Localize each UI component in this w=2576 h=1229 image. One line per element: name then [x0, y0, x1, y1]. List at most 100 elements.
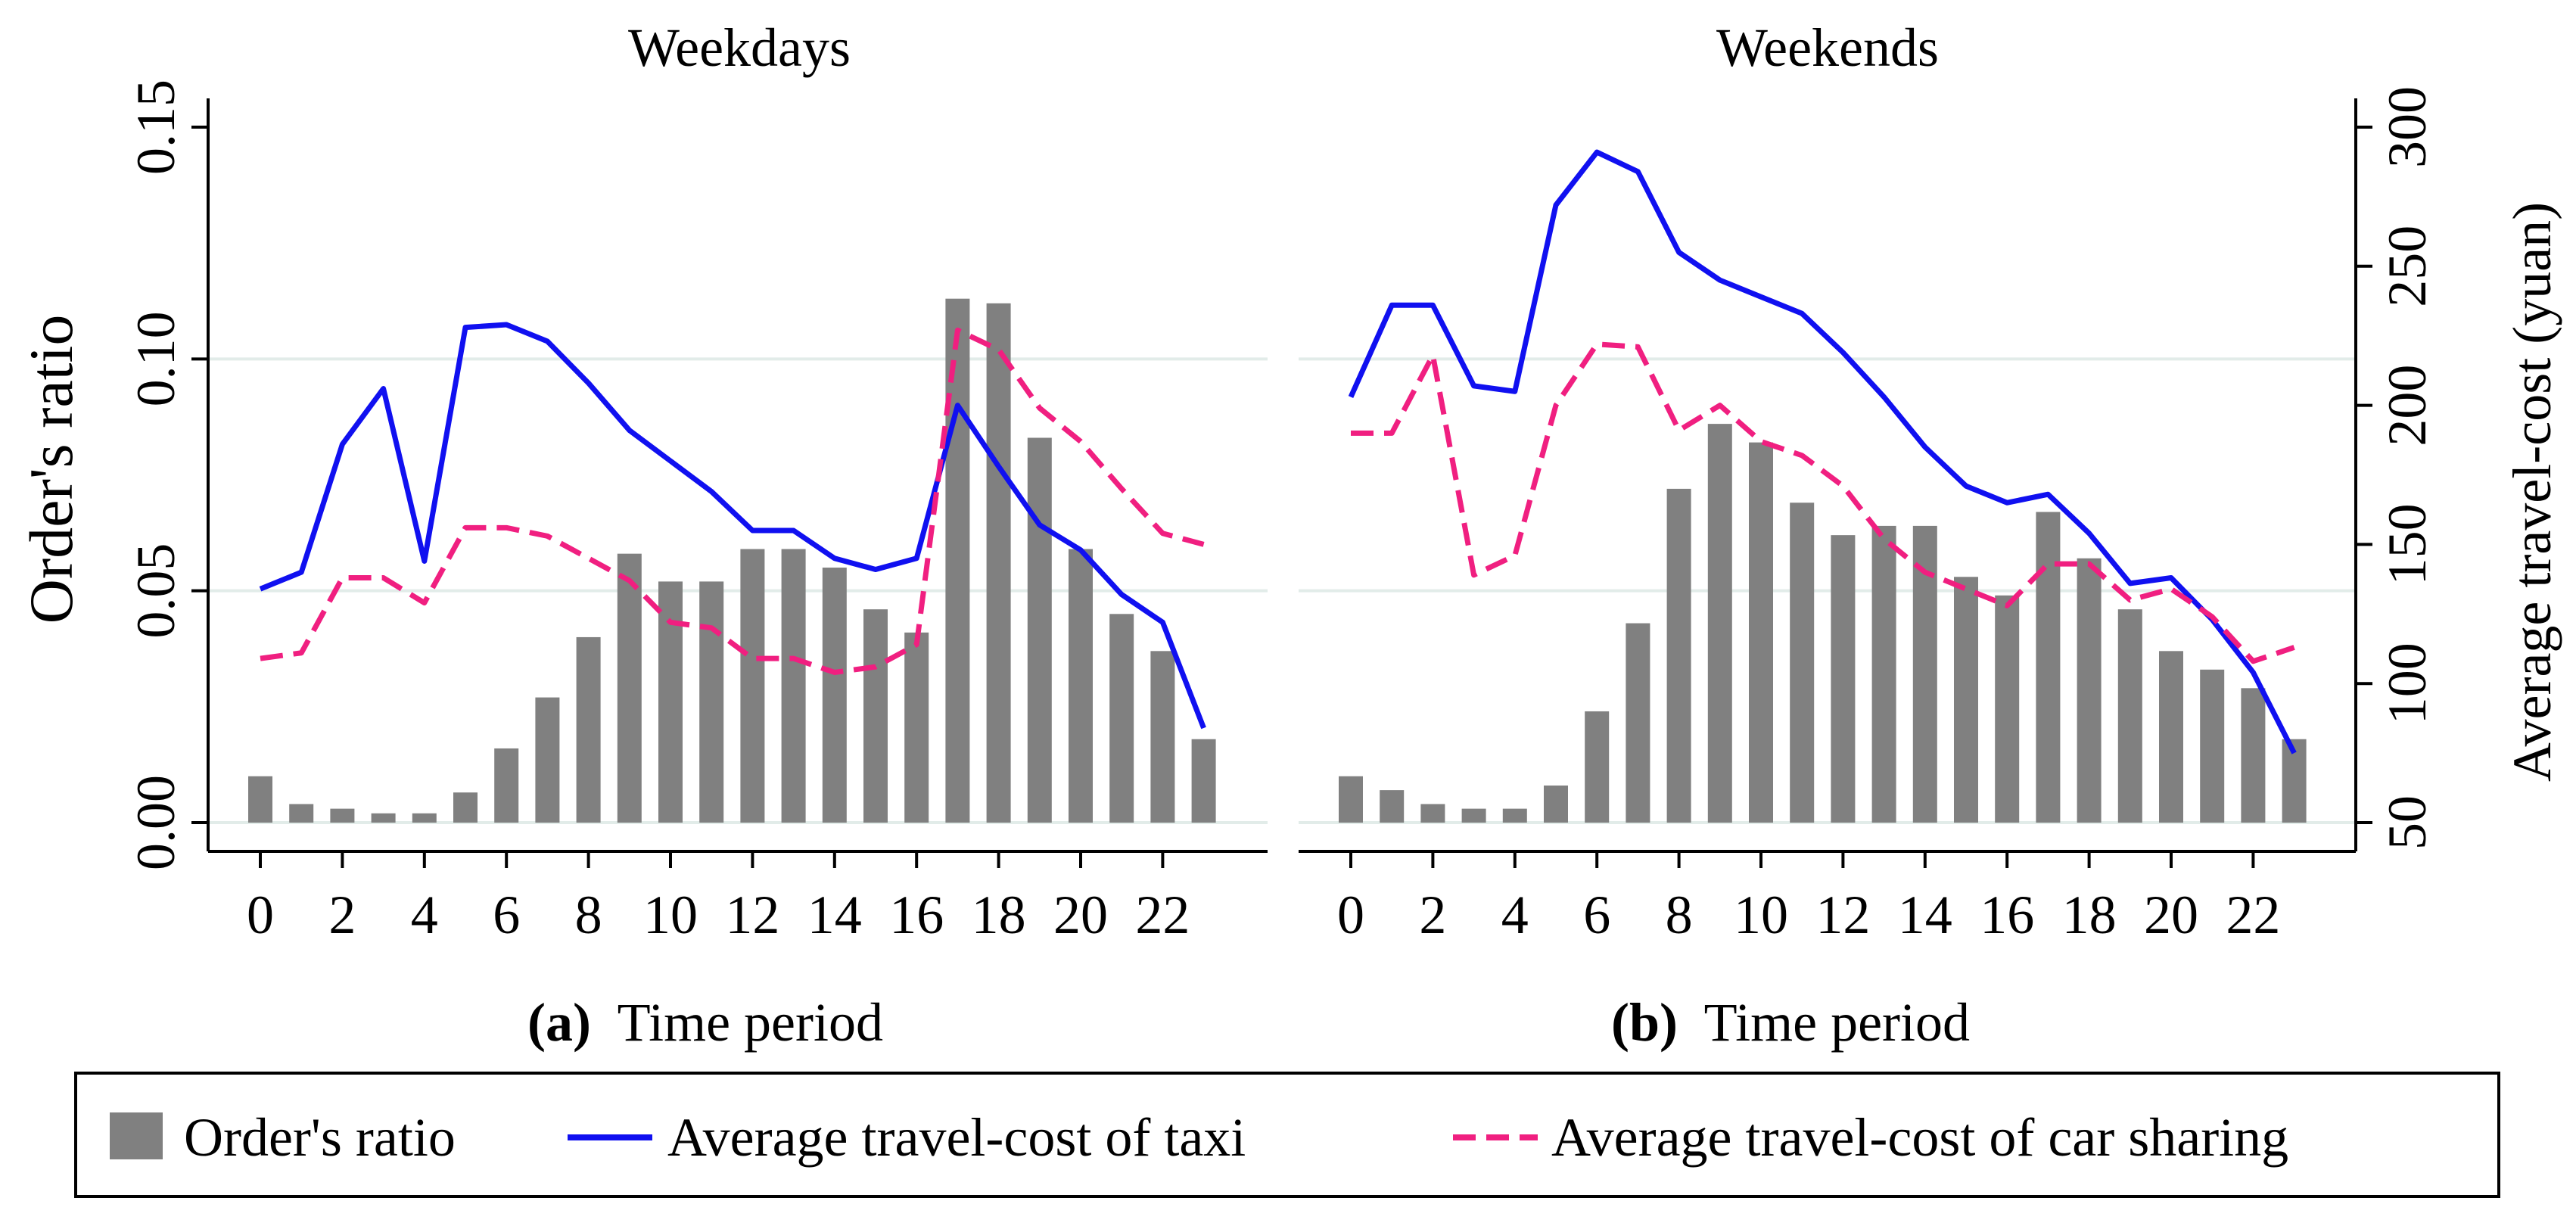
bar-2 [330, 808, 355, 823]
x-tick-label-0: 0 [1337, 885, 1364, 945]
series-line-carshare [1351, 341, 2295, 664]
x-tick-label-4: 4 [411, 885, 438, 945]
bar-17 [945, 298, 970, 823]
panel-weekends: 0 2 4 6 8 10 12 14 16 18 20 22 50 100 150 200 250 300 Wee… [1299, 17, 2562, 1053]
bar-19 [1027, 437, 1052, 823]
x-tick-label-22: 22 [1135, 885, 1190, 945]
bar-3 [1461, 808, 1486, 823]
grid-lines-weekends [1299, 357, 2356, 824]
bar-17 [2036, 512, 2061, 823]
y-axis-label-left: Order's ratio [17, 315, 86, 624]
x-axis-label-weekends: (b) Time period [1611, 992, 1970, 1053]
bar-2 [1420, 804, 1445, 823]
x-tick-label-12: 12 [1815, 885, 1870, 945]
legend-label-carshare: Average travel-cost of car sharing [1551, 1107, 2288, 1168]
bar-8 [576, 636, 601, 823]
lines-weekdays [259, 322, 1206, 730]
bar-20 [1069, 549, 1093, 823]
y-tick-label-0.05: 0.05 [126, 543, 186, 639]
series-line-taxi [1348, 149, 2297, 755]
bar-18 [2077, 558, 2102, 823]
bar-10 [658, 581, 683, 823]
bar-11 [699, 581, 724, 823]
bar-4 [1502, 808, 1527, 823]
legend-box [74, 1072, 2500, 1198]
bar-13 [1871, 525, 1896, 823]
bar-21 [1109, 614, 1134, 823]
bars-weekdays [248, 298, 1216, 823]
x-tick-label-12: 12 [725, 885, 779, 945]
bar-5 [1544, 785, 1568, 823]
x-tick-label-14: 14 [1898, 885, 1952, 945]
x-tick-label-8: 8 [575, 885, 602, 945]
bar-14 [822, 568, 847, 823]
bar-6 [494, 748, 519, 823]
x-tick-label-6: 6 [493, 885, 520, 945]
grid-lines-weekdays [208, 357, 1268, 824]
bar-13 [781, 549, 806, 823]
axes-weekdays: 0 2 4 6 8 10 12 14 16 18 20 22 0.00 0.05 0.10 0.15 [126, 79, 1268, 945]
bar-7 [1626, 623, 1650, 823]
legend-label-orders-ratio: Order's ratio [184, 1107, 456, 1168]
bar-11 [1790, 502, 1815, 823]
bar-22 [2241, 688, 2266, 823]
bar-4 [412, 813, 437, 823]
y-tick-label-0.15: 0.15 [126, 79, 186, 175]
y-axis-label-right: Average travel-cost (yuan) [2502, 202, 2562, 782]
y2-tick-label-300: 300 [2377, 86, 2438, 168]
y2-tick-label-100: 100 [2377, 643, 2438, 724]
bars-weekends [1339, 424, 2307, 823]
legend-label-taxi: Average travel-cost of taxi [667, 1107, 1246, 1168]
x-axis-title-weekdays: Time period [618, 992, 883, 1053]
x-tick-label-2: 2 [328, 885, 356, 945]
bar-1 [289, 804, 314, 823]
bar-15 [1954, 577, 1978, 823]
bar-12 [740, 549, 765, 823]
x-tick-label-0: 0 [247, 885, 274, 945]
x-tick-label-10: 10 [1734, 885, 1788, 945]
bar-9 [617, 553, 642, 823]
legend-bar-swatch [110, 1112, 163, 1159]
x-tick-label-8: 8 [1666, 885, 1693, 945]
panel-title-weekdays: Weekdays [628, 17, 851, 78]
x-tick-label-20: 20 [1053, 885, 1108, 945]
x-tick-label-14: 14 [807, 885, 862, 945]
x-tick-label-16: 16 [889, 885, 944, 945]
bar-20 [2159, 651, 2183, 823]
x-tick-label-4: 4 [1501, 885, 1529, 945]
y2-tick-label-250: 250 [2377, 226, 2438, 307]
bar-12 [1831, 535, 1856, 823]
bar-1 [1380, 790, 1405, 823]
x-tick-label-2: 2 [1419, 885, 1446, 945]
y2-tick-label-50: 50 [2377, 795, 2438, 850]
x-tick-label-6: 6 [1583, 885, 1610, 945]
series-line-taxi [259, 322, 1206, 730]
bar-21 [2200, 669, 2225, 823]
bar-16 [1995, 595, 2020, 823]
y2-tick-label-200: 200 [2377, 365, 2438, 446]
bar-6 [1585, 711, 1610, 823]
bar-7 [535, 697, 560, 823]
panel-label-a: (a) [527, 992, 591, 1053]
bar-15 [863, 609, 888, 823]
bar-0 [1339, 776, 1363, 823]
axes-weekends: 0 2 4 6 8 10 12 14 16 18 20 22 50 100 150 200 250 300 [1299, 86, 2438, 945]
panel-weekdays: 0 2 4 6 8 10 12 14 16 18 20 22 0.00 0.05 0.10 0.15 Week… [17, 17, 1268, 1053]
x-tick-label-18: 18 [972, 885, 1026, 945]
panel-title-weekends: Weekends [1716, 17, 1939, 78]
x-axis-title-weekends: Time period [1704, 992, 1970, 1053]
y2-tick-label-150: 150 [2377, 503, 2438, 585]
bar-22 [1150, 651, 1175, 823]
lines-weekends [1348, 149, 2297, 755]
series-line-carshare [260, 327, 1205, 675]
bar-19 [2117, 609, 2142, 823]
bar-0 [248, 776, 272, 823]
x-tick-label-20: 20 [2144, 885, 2198, 945]
bar-8 [1666, 488, 1691, 823]
x-tick-label-10: 10 [643, 885, 698, 945]
bar-3 [371, 813, 396, 823]
panel-label-b: (b) [1611, 992, 1678, 1053]
bar-18 [986, 303, 1011, 823]
x-axis-label-weekdays: (a) Time period [527, 992, 883, 1053]
